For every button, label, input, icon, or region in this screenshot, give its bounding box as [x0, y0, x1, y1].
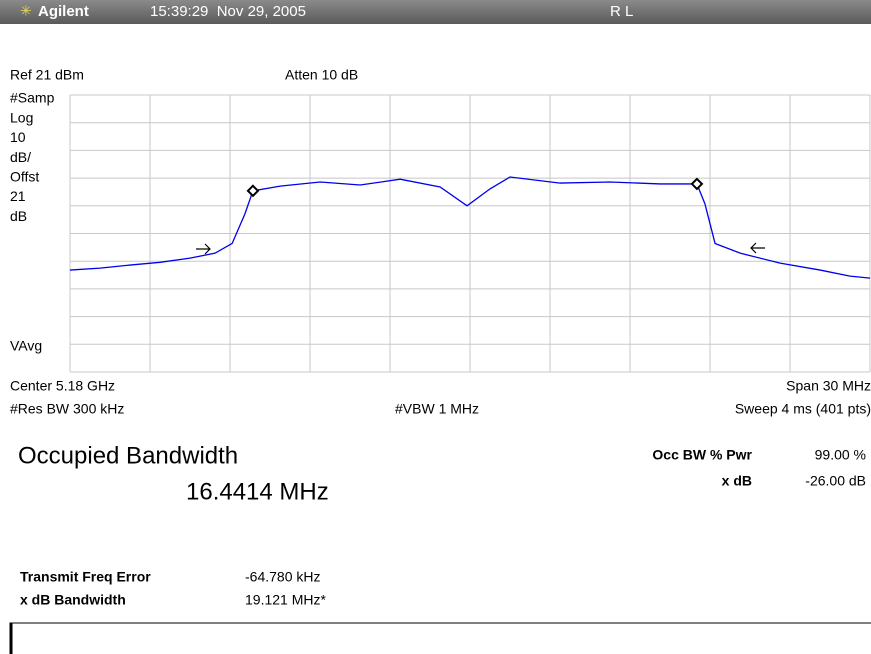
occ-pwr-label: Occ BW % Pwr [652, 447, 752, 463]
freq-error-value: -64.780 kHz [245, 569, 320, 585]
xdb-value: -26.00 dB [805, 473, 866, 489]
xdb-bw-value: 19.121 MHz* [245, 592, 326, 608]
sweep: Sweep 4 ms (401 pts) [735, 401, 871, 417]
side-label: Log [10, 109, 33, 125]
vbw: #VBW 1 MHz [395, 401, 479, 417]
side-label: #Samp [10, 90, 55, 106]
status: R L [610, 3, 633, 20]
center-freq: Center 5.18 GHz [10, 378, 115, 394]
side-label: 21 [10, 188, 26, 204]
occ-pwr-value: 99.00 % [815, 447, 866, 463]
arrow-right [196, 243, 211, 255]
side-label: dB [10, 208, 27, 224]
span: Span 30 MHz [786, 378, 871, 394]
side-label: 10 [10, 129, 26, 145]
side-label: dB/ [10, 149, 31, 165]
marker [246, 184, 260, 198]
timestamp: 15:39:29 Nov 29, 2005 [150, 3, 306, 20]
freq-error-label: Transmit Freq Error [20, 569, 151, 585]
xdb-label: x dB [722, 473, 752, 489]
marker [690, 177, 704, 191]
logo-star: ✳ [20, 3, 32, 19]
arrow-left [750, 242, 765, 254]
trace [69, 176, 871, 279]
input-box[interactable] [9, 622, 871, 654]
header-bar [0, 0, 871, 24]
brand: Agilent [38, 3, 89, 20]
avg-label: VAvg [10, 338, 42, 354]
res-bw: #Res BW 300 kHz [10, 401, 124, 417]
xdb-bw-label: x dB Bandwidth [20, 592, 126, 608]
ref-level: Ref 21 dBm [10, 67, 84, 83]
result-title: Occupied Bandwidth [18, 442, 238, 469]
attenuation: Atten 10 dB [285, 67, 358, 83]
occupied-bw: 16.4414 MHz [186, 478, 329, 505]
side-label: Offst [10, 169, 39, 185]
